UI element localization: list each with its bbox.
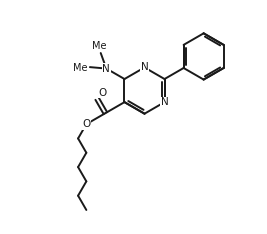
Text: N: N: [161, 97, 168, 107]
Text: Me: Me: [73, 63, 88, 73]
Text: N: N: [103, 64, 110, 73]
Text: N: N: [141, 62, 148, 73]
Text: O: O: [98, 88, 107, 98]
Text: Me: Me: [92, 41, 107, 51]
Text: O: O: [82, 119, 91, 129]
